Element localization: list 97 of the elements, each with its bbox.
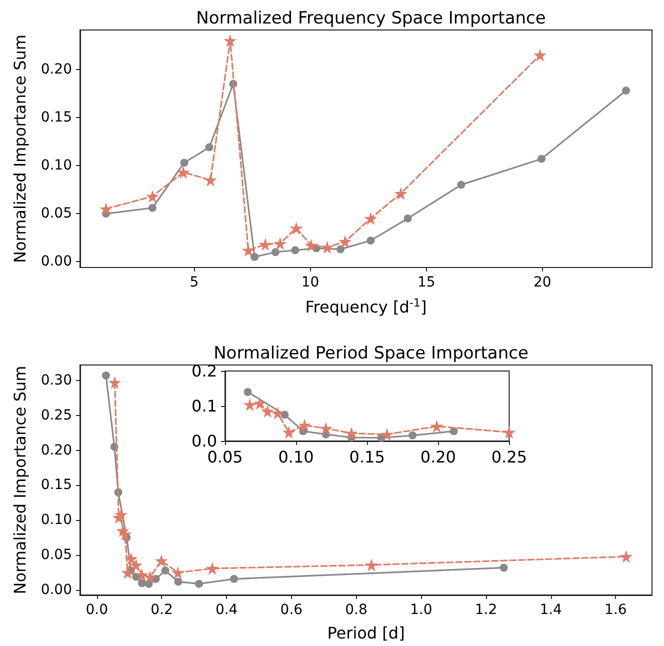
y-axis-title: Normalized Importance Sum xyxy=(10,34,30,263)
point xyxy=(138,579,146,588)
x-tick-label: 0.2 xyxy=(150,602,173,618)
point xyxy=(457,180,466,189)
point xyxy=(620,550,633,564)
y-tick-label: 0.30 xyxy=(40,372,72,388)
point xyxy=(408,431,417,440)
x-tick-label: 0.4 xyxy=(215,602,238,618)
point xyxy=(195,580,204,588)
point xyxy=(622,86,630,95)
point xyxy=(534,48,547,62)
point xyxy=(404,214,412,222)
point xyxy=(253,396,266,410)
point xyxy=(274,236,287,250)
point xyxy=(261,404,274,418)
y-tick-label: 0.20 xyxy=(40,61,72,78)
x-tick-label: 0.05 xyxy=(207,448,243,466)
chart-title: Normalized Period Space Importance xyxy=(214,344,528,364)
y-tick-label: 0.10 xyxy=(40,512,72,528)
y-tick-label: 0.15 xyxy=(40,477,72,494)
point xyxy=(204,174,217,186)
point xyxy=(502,426,516,439)
point xyxy=(148,204,156,212)
x-tick-label: 0.0 xyxy=(86,602,108,618)
point xyxy=(291,246,300,254)
point xyxy=(364,212,378,225)
point xyxy=(161,566,170,575)
point xyxy=(250,252,259,261)
y-tick-label: 0.0 xyxy=(192,432,217,450)
point xyxy=(242,244,255,257)
point xyxy=(290,222,303,235)
x-tick-label: 1.6 xyxy=(604,602,627,618)
point xyxy=(258,238,272,251)
point xyxy=(176,166,190,179)
point xyxy=(319,422,332,435)
point xyxy=(243,398,256,412)
y-tick-label: 0.10 xyxy=(40,158,72,174)
x-tick-label: 0.25 xyxy=(491,448,527,466)
point xyxy=(271,406,284,420)
x-tick-label: 0.8 xyxy=(345,602,368,618)
y-tick-label: 0.15 xyxy=(40,110,72,126)
point xyxy=(244,388,252,396)
point xyxy=(344,426,358,440)
x-tick-label: 1.0 xyxy=(410,602,432,618)
point xyxy=(100,202,112,216)
x-tick-label: 10 xyxy=(301,274,320,290)
y-tick-label: 0.05 xyxy=(40,206,72,222)
x-tick-label: 1.2 xyxy=(474,602,498,618)
chart-title: Normalized Frequency Space Importance xyxy=(196,8,546,28)
point xyxy=(380,428,394,441)
point xyxy=(304,238,318,252)
point xyxy=(320,240,334,254)
x-tick-label: 0.6 xyxy=(280,602,303,618)
y-tick-label: 0.2 xyxy=(192,362,217,380)
point xyxy=(298,418,312,432)
point xyxy=(114,508,128,522)
y-axis-title: Normalized Importance Sum xyxy=(10,366,30,594)
point xyxy=(280,410,289,419)
point xyxy=(102,371,110,380)
point xyxy=(146,190,159,203)
point xyxy=(171,566,184,580)
point xyxy=(230,574,238,583)
y-tick-label: 0.00 xyxy=(40,582,72,598)
x-tick-label: 0.10 xyxy=(278,448,314,466)
x-axis-title: Period [d] xyxy=(327,624,405,642)
x-tick-label: 1.4 xyxy=(540,602,562,618)
point xyxy=(365,558,378,572)
point xyxy=(206,562,219,575)
point xyxy=(205,143,214,152)
point xyxy=(180,158,188,167)
x-tick-label: 15 xyxy=(417,274,436,290)
point xyxy=(124,552,138,566)
point xyxy=(154,554,168,568)
point xyxy=(430,420,444,433)
point xyxy=(271,248,280,256)
point xyxy=(394,186,408,200)
point xyxy=(500,564,508,572)
x-tick-label: 0.15 xyxy=(349,448,385,466)
point xyxy=(174,578,182,586)
point xyxy=(282,426,296,439)
point xyxy=(366,236,375,245)
point xyxy=(130,558,143,572)
point xyxy=(224,34,237,48)
y-tick-label: 0.1 xyxy=(192,396,217,416)
point xyxy=(118,528,132,541)
y-tick-label: 0.25 xyxy=(40,407,72,424)
x-tick-label: 5 xyxy=(190,274,199,290)
point xyxy=(338,235,352,248)
y-tick-label: 0.05 xyxy=(40,547,72,564)
point xyxy=(108,376,122,389)
x-tick-label: 0.20 xyxy=(420,448,456,466)
point xyxy=(538,154,546,163)
point xyxy=(336,245,344,254)
point xyxy=(135,568,148,582)
x-tick-label: 20 xyxy=(534,274,552,290)
y-tick-label: 0.00 xyxy=(40,254,72,270)
point xyxy=(144,570,157,584)
